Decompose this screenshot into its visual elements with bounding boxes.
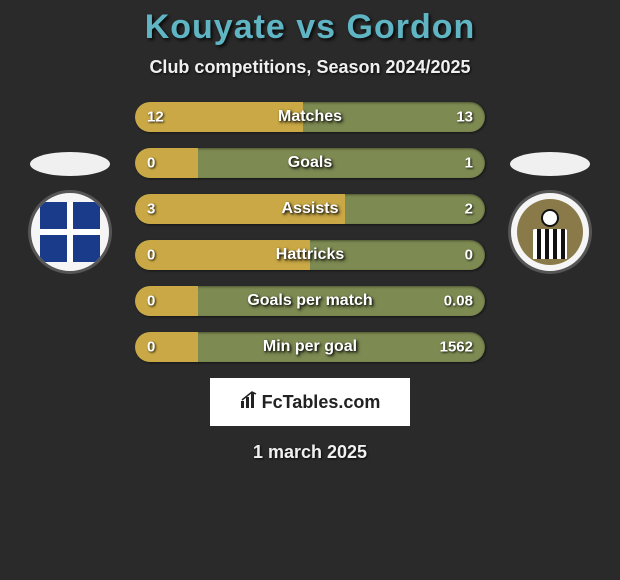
stat-row: 12 Matches 13 [135, 102, 485, 132]
stat-value-left: 0 [147, 247, 155, 264]
stat-value-right: 1 [465, 155, 473, 172]
stat-label: Matches [278, 108, 342, 126]
stat-label: Hattricks [276, 246, 344, 264]
stat-value-right: 2 [465, 201, 473, 218]
stat-label: Min per goal [263, 338, 357, 356]
shield-icon [40, 202, 100, 262]
stat-value-right: 13 [456, 109, 473, 126]
stat-value-right: 0 [465, 247, 473, 264]
stat-value-left: 3 [147, 201, 155, 218]
page-title: Kouyate vs Gordon [0, 8, 620, 47]
stat-row: 3 Assists 2 [135, 194, 485, 224]
left-player-column [20, 152, 120, 274]
right-player-column [500, 152, 600, 274]
stat-bar-left [135, 332, 198, 362]
left-flag-icon [30, 152, 110, 176]
stat-row: 0 Min per goal 1562 [135, 332, 485, 362]
crest-icon [517, 199, 583, 265]
stat-value-left: 0 [147, 155, 155, 172]
stat-value-right: 0.08 [444, 293, 473, 310]
watermark: FcTables.com [210, 378, 410, 426]
stat-row: 0 Goals 1 [135, 148, 485, 178]
stat-value-left: 0 [147, 339, 155, 356]
stat-bar-left [135, 286, 198, 316]
stat-rows: 12Matches130Goals13Assists20Hattricks00G… [135, 102, 485, 362]
stat-label: Assists [282, 200, 339, 218]
comparison-card: Kouyate vs Gordon Club competitions, Sea… [0, 0, 620, 463]
watermark-text: FcTables.com [262, 392, 381, 413]
stat-label: Goals per match [247, 292, 372, 310]
right-club-badge [508, 190, 592, 274]
stat-value-left: 12 [147, 109, 164, 126]
stat-label: Goals [288, 154, 332, 172]
right-flag-icon [510, 152, 590, 176]
stat-bar-left [135, 148, 198, 178]
page-subtitle: Club competitions, Season 2024/2025 [0, 57, 620, 78]
stats-area: 12Matches130Goals13Assists20Hattricks00G… [0, 102, 620, 463]
ball-icon [541, 209, 559, 227]
left-club-badge [28, 190, 112, 274]
chart-icon [240, 391, 258, 414]
stat-value-left: 0 [147, 293, 155, 310]
stat-row: 0 Goals per match 0.08 [135, 286, 485, 316]
stat-row: 0 Hattricks 0 [135, 240, 485, 270]
stripes-icon [533, 229, 567, 259]
footer-date: 1 march 2025 [0, 442, 620, 463]
stat-value-right: 1562 [440, 339, 473, 356]
